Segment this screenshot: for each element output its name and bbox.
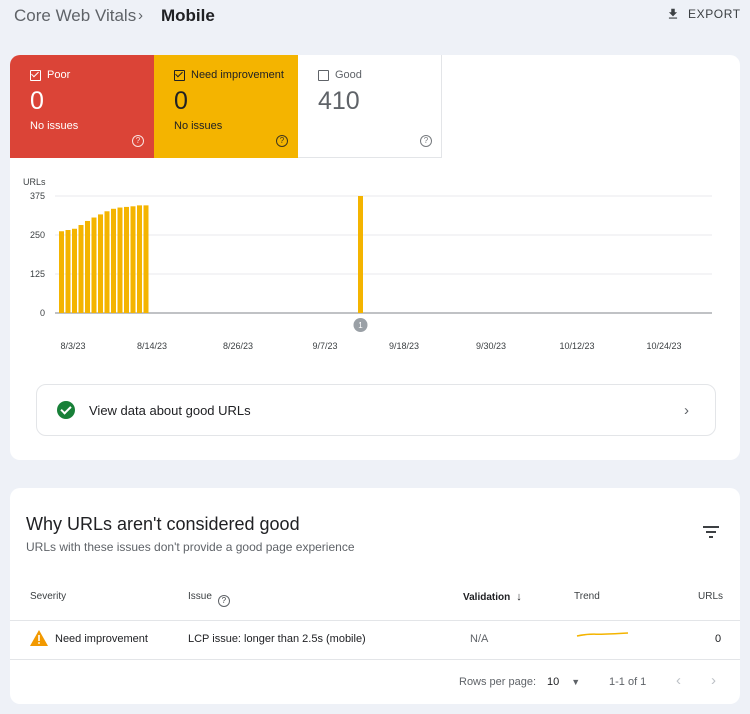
need-improvement-count: 0 — [174, 87, 188, 115]
good-label: Good — [335, 69, 362, 81]
arrow-down-icon: ↓ — [516, 591, 522, 603]
rows-per-page-select[interactable]: 10 ▼ — [547, 676, 580, 688]
col-issue-label: Issue — [188, 591, 212, 602]
row-severity: Need improvement — [55, 633, 148, 645]
bar — [358, 196, 363, 313]
breadcrumb-root[interactable]: Core Web Vitals — [14, 6, 137, 25]
col-severity[interactable]: Severity — [30, 591, 67, 602]
bar — [85, 220, 90, 313]
table-row[interactable]: Need improvement LCP issue: longer than … — [10, 621, 740, 660]
poor-count: 0 — [30, 87, 44, 115]
pagination: Rows per page: 10 ▼ 1-1 of 1 ‹ › — [10, 668, 740, 698]
rows-per-page-label: Rows per page: — [459, 676, 537, 688]
bar — [130, 206, 136, 313]
page-range: 1-1 of 1 — [609, 676, 647, 688]
x-tick-label: 8/3/23 — [60, 341, 85, 351]
help-icon[interactable]: ? — [276, 135, 288, 147]
need-improvement-label: Need improvement — [191, 69, 284, 81]
bar — [59, 231, 64, 313]
table-header: Severity Issue? Validation ↓ Trend URLs — [10, 587, 740, 621]
need-improvement-sub: No issues — [174, 120, 223, 132]
col-trend: Trend — [574, 591, 600, 602]
bar — [98, 214, 103, 313]
good-count: 410 — [318, 87, 360, 115]
good-urls-link-label: View data about good URLs — [89, 402, 251, 418]
help-icon[interactable]: ? — [217, 595, 230, 607]
row-issue: LCP issue: longer than 2.5s (mobile) — [188, 633, 366, 645]
bar — [111, 208, 116, 313]
need-improvement-checkbox[interactable] — [174, 69, 185, 81]
annotation-marker — [353, 318, 368, 332]
warning-icon — [30, 630, 48, 646]
x-tick-label: 8/14/23 — [137, 341, 167, 351]
export-label: EXPORT — [688, 7, 741, 21]
issues-card: Why URLs aren't considered good URLs wit… — [10, 488, 740, 704]
tile-need-improvement[interactable]: Need improvement 0 No issues ? — [154, 55, 298, 158]
y-tick-label: 375 — [30, 191, 45, 201]
x-tick-label: 9/30/23 — [476, 341, 506, 351]
col-issue[interactable]: Issue? — [188, 591, 230, 607]
poor-sub: No issues — [30, 120, 79, 132]
next-page-icon[interactable]: › — [711, 672, 716, 689]
help-icon[interactable]: ? — [132, 135, 144, 147]
x-tick-label: 9/7/23 — [312, 341, 337, 351]
x-tick-label: 9/18/23 — [389, 341, 419, 351]
x-tick-label: 8/26/23 — [223, 341, 253, 351]
y-tick-label: 250 — [30, 230, 45, 240]
export-button[interactable]: EXPORT — [666, 7, 741, 21]
breadcrumb-separator: › — [138, 7, 143, 24]
poor-checkbox[interactable] — [30, 69, 41, 81]
issues-subtitle: URLs with these issues don't provide a g… — [26, 540, 355, 554]
bar — [124, 206, 129, 313]
bar — [117, 207, 123, 313]
col-validation-label: Validation — [463, 592, 511, 603]
bar — [78, 225, 84, 313]
y-tick-label: 125 — [30, 269, 45, 279]
bar — [72, 228, 77, 313]
col-urls[interactable]: URLs — [698, 591, 724, 602]
bar — [91, 217, 97, 313]
x-tick-label: 10/24/23 — [646, 341, 681, 351]
issues-title: Why URLs aren't considered good — [26, 514, 300, 534]
y-axis-label: URLs — [23, 177, 46, 187]
download-icon — [668, 8, 678, 19]
performance-card: Poor 0 No issues ? Need improvement 0 No… — [10, 55, 740, 460]
dropdown-arrow-icon: ▼ — [571, 677, 581, 687]
rows-per-page-value: 10 — [547, 676, 560, 688]
bar — [137, 205, 142, 313]
x-tick-label: 10/12/23 — [559, 341, 594, 351]
top-bar: Core Web Vitals › Mobile EXPORT — [0, 0, 750, 36]
row-validation: N/A — [470, 633, 489, 645]
urls-chart-svg: URLs 0 125 250 375 1 8/3/23 8/14/23 8/26/23 9/7/2… — [23, 177, 712, 351]
y-tick-label: 0 — [40, 308, 45, 318]
tile-poor[interactable]: Poor 0 No issues ? — [10, 55, 154, 158]
bar — [104, 211, 110, 313]
urls-chart: URLs 0 125 250 375 1 8/3/23 8/14/23 8/26/23 9/7/2… — [10, 171, 740, 421]
help-icon[interactable]: ? — [420, 135, 432, 147]
good-checkbox[interactable] — [318, 69, 329, 81]
good-urls-link[interactable]: View data about good URLs › — [36, 384, 716, 436]
tile-good[interactable]: Good 410 ? — [298, 55, 442, 158]
poor-label: Poor — [47, 69, 71, 81]
bar — [65, 230, 71, 313]
col-validation[interactable]: Validation ↓ — [463, 591, 522, 603]
filter-icon[interactable] — [703, 526, 719, 538]
row-urls: 0 — [715, 633, 722, 645]
trend-sparkline — [576, 632, 629, 637]
prev-page-icon[interactable]: ‹ — [676, 672, 681, 689]
check-circle-icon — [57, 401, 75, 419]
breadcrumb-current: Mobile — [161, 6, 215, 25]
chevron-right-icon: › — [684, 402, 689, 419]
annotation-label: 1 — [358, 321, 363, 330]
bar — [143, 205, 149, 313]
